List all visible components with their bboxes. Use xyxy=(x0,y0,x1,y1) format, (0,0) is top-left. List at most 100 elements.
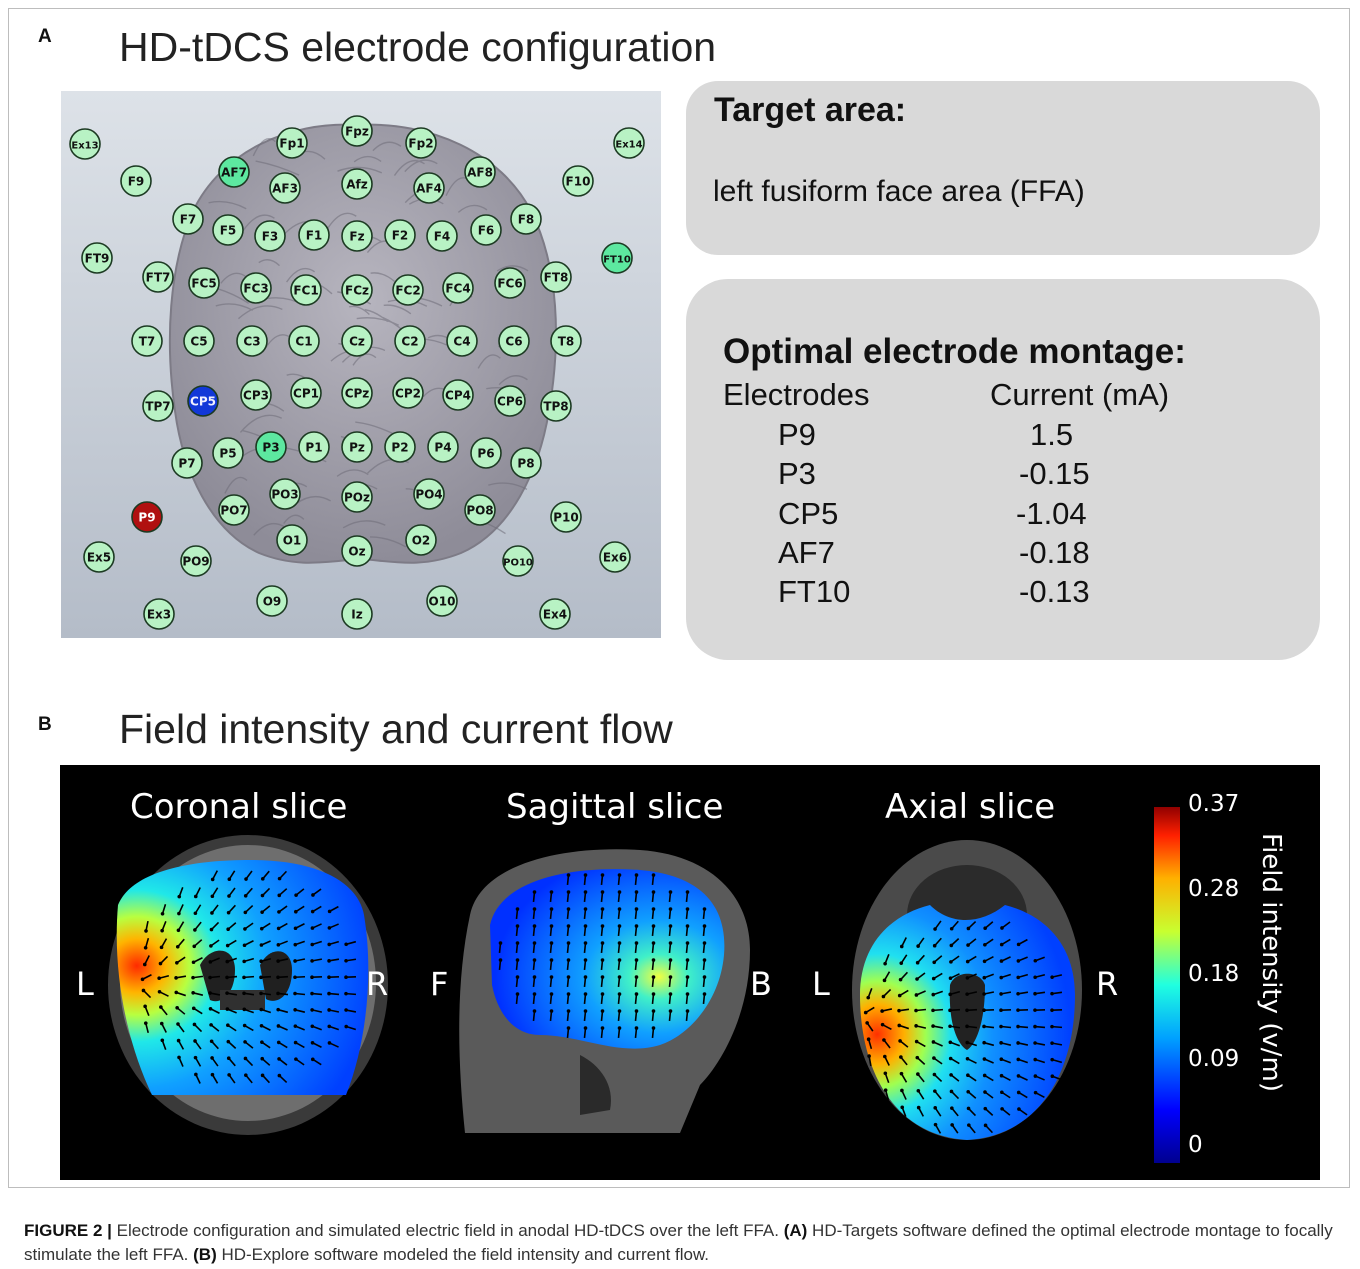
electrode-t7: T7 xyxy=(131,325,163,357)
electrode-label: P7 xyxy=(178,457,195,471)
current-arrow-head xyxy=(949,926,954,931)
current-arrow-head xyxy=(982,1040,986,1045)
electrode-label: O1 xyxy=(283,534,302,548)
current-arrow-head xyxy=(310,1057,315,1062)
current-arrow-head xyxy=(883,961,887,966)
colorbar-tick: 0.37 xyxy=(1188,791,1240,817)
current-arrow-head xyxy=(965,1008,969,1013)
montage-electrode: P3 xyxy=(778,456,816,491)
gyrus-line xyxy=(457,204,488,213)
current-arrow-head xyxy=(260,877,265,881)
electrode-marker xyxy=(131,325,163,357)
current-arrow-head xyxy=(668,958,673,962)
electrode-f2: F2 xyxy=(384,219,416,251)
current-arrow-head xyxy=(651,924,656,928)
current-arrow-head xyxy=(310,991,314,996)
electrodes-layer: Ex13 Fp1 Fpz Fp2 Ex14 F9 AF7 AF3 Afz AF4 AF8 F10 F7 F… xyxy=(69,115,645,630)
gyrus-line xyxy=(342,520,386,529)
electrode-label: P6 xyxy=(477,447,494,461)
current-arrow-head xyxy=(566,992,571,996)
electrode-f3: F3 xyxy=(254,220,286,252)
current-arrow-head xyxy=(685,958,690,962)
caption-text-2: HD-Targets software defined the optimal … xyxy=(24,1221,1333,1264)
current-arrow-head xyxy=(966,1106,971,1111)
current-arrow-head xyxy=(209,1023,213,1027)
electrode-label: P3 xyxy=(262,441,279,455)
current-arrow-head xyxy=(702,958,707,962)
current-arrow-head xyxy=(966,926,971,931)
current-arrow-head xyxy=(242,943,247,948)
current-arrow-head xyxy=(1050,975,1054,979)
current-arrow-head xyxy=(515,941,520,945)
current-arrow-head xyxy=(177,911,181,916)
current-arrow-head xyxy=(160,1038,165,1043)
electrode-label: O2 xyxy=(412,534,431,548)
montage-heading: Optimal electrode montage: xyxy=(723,332,1186,371)
current-arrow-head xyxy=(932,1072,937,1077)
electrode-ft10: FT10 xyxy=(601,242,633,274)
electrode-label: FC4 xyxy=(445,282,470,296)
current-arrow-head xyxy=(1033,1074,1038,1078)
current-arrow-head xyxy=(950,1123,954,1127)
current-arrow-head xyxy=(498,941,503,945)
current-arrow-head xyxy=(600,1026,605,1030)
current-arrow-head xyxy=(583,873,588,877)
current-arrow-head xyxy=(293,1007,297,1012)
current-arrow-head xyxy=(260,910,264,914)
electrode-c6: C6 xyxy=(498,325,530,357)
current-arrow-head xyxy=(966,1073,970,1078)
current-arrow-head xyxy=(532,975,537,979)
electrode-label: Afz xyxy=(346,178,368,192)
current-arrow-head xyxy=(600,1009,605,1013)
current-arrow-head xyxy=(310,909,315,914)
current-arrow-head xyxy=(566,1009,571,1013)
electrode-marker xyxy=(405,127,437,159)
electrode-af3: AF3 xyxy=(269,172,301,204)
current-arrow-head xyxy=(144,929,148,933)
electrode-label: FT7 xyxy=(146,271,171,285)
current-arrow-head xyxy=(242,975,246,980)
electrode-marker xyxy=(442,272,474,304)
current-arrow-head xyxy=(651,958,656,962)
gyrus-line xyxy=(252,138,276,157)
montage-electrode: FT10 xyxy=(778,574,851,609)
electrode-marker xyxy=(392,274,424,306)
electrode-label: POz xyxy=(344,491,370,505)
electrode-label: F8 xyxy=(518,213,535,227)
current-arrow-head xyxy=(702,941,707,945)
coronal-current-arrows xyxy=(140,870,357,1084)
gyrus-line xyxy=(353,155,382,163)
current-arrow-head xyxy=(1033,975,1037,980)
current-arrow-head xyxy=(617,907,622,911)
current-arrow-head xyxy=(276,1024,281,1028)
current-arrow-head xyxy=(999,1057,1004,1062)
electrode-label: CP4 xyxy=(445,389,471,403)
electrode-p2: P2 xyxy=(384,431,416,463)
current-arrow-head xyxy=(883,1054,887,1059)
current-arrow-head xyxy=(227,894,231,898)
electrode-label: Fp1 xyxy=(279,137,304,151)
electrode-label: F5 xyxy=(220,224,237,238)
current-arrow-head xyxy=(225,959,230,964)
current-arrow-head xyxy=(294,909,298,914)
current-arrow-head xyxy=(982,959,987,964)
electrode-f6: F6 xyxy=(470,214,502,246)
current-arrow-head xyxy=(1000,926,1004,930)
current-arrow-head xyxy=(277,910,281,914)
electrode-marker xyxy=(212,437,244,469)
current-arrow-head xyxy=(982,992,986,996)
current-arrow-head xyxy=(931,976,936,981)
current-arrow-head xyxy=(293,1040,298,1045)
electrode-marker xyxy=(290,377,322,409)
sagittal-slice-title: Sagittal slice xyxy=(506,787,724,827)
gyrus-line xyxy=(356,317,400,326)
caption-text-3: HD-Explore software modeled the field in… xyxy=(216,1245,710,1264)
electrode-marker xyxy=(341,274,373,306)
current-arrow-head xyxy=(898,1039,902,1043)
electrode-marker xyxy=(540,261,572,293)
electrode-marker xyxy=(254,220,286,252)
electrode-fp2: Fp2 xyxy=(405,127,437,159)
electrode-marker xyxy=(550,325,582,357)
gyrus-line xyxy=(369,536,407,548)
electrode-label: Pz xyxy=(349,441,365,455)
